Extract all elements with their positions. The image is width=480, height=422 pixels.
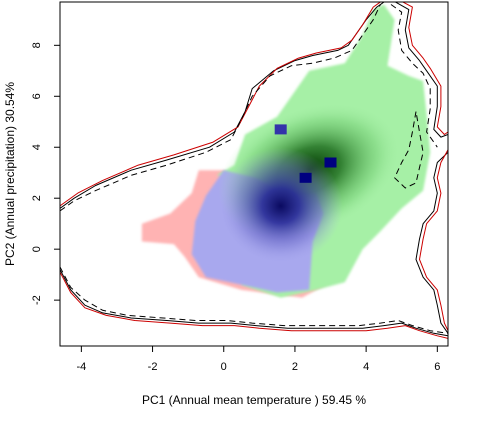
x-tick-label-0: -4 <box>76 361 86 373</box>
contour-line-9 <box>60 269 448 337</box>
density-squares <box>274 124 337 183</box>
contour-line-5 <box>390 4 438 148</box>
y-tick-label-0: -2 <box>31 295 43 305</box>
y-axis: -2 0 2 4 6 8 <box>31 42 60 305</box>
x-tick-label-2: 0 <box>221 361 227 373</box>
contour-line-11 <box>60 266 448 334</box>
contour-line-7 <box>419 149 448 331</box>
density-square-0 <box>274 124 287 135</box>
x-tick-label-3: 2 <box>292 361 298 373</box>
y-tick-label-3: 4 <box>31 144 43 150</box>
contour-line-4 <box>401 2 448 135</box>
x-tick-label-4: 4 <box>363 361 369 373</box>
density-square-1 <box>324 157 337 168</box>
contour-line-6 <box>415 151 448 334</box>
x-tick-label-1: -2 <box>148 361 158 373</box>
y-tick-label-1: 0 <box>31 246 43 252</box>
contour-line-3 <box>394 2 448 138</box>
density-peak-1 <box>218 147 343 264</box>
density-square-2 <box>299 172 312 183</box>
plot-frame <box>59 1 449 347</box>
y-tick-label-4: 6 <box>31 93 43 99</box>
x-tick-label-5: 6 <box>434 361 440 373</box>
contour-line-8 <box>394 111 424 189</box>
y-tick-label-5: 8 <box>31 42 43 48</box>
contour-lines <box>60 2 448 339</box>
density-peaks <box>218 102 401 264</box>
x-axis: -4 -2 0 2 4 6 <box>76 346 440 373</box>
contour-line-2 <box>60 4 381 212</box>
x-axis-title: PC1 (Annual mean temperature ) 59.45 % <box>142 393 366 407</box>
contour-line-1 <box>60 2 382 207</box>
y-tick-label-2: 2 <box>31 195 43 201</box>
y-axis-title: PC2 (Annual precipitation) 30.54% <box>3 82 17 266</box>
contour-line-10 <box>60 271 448 339</box>
